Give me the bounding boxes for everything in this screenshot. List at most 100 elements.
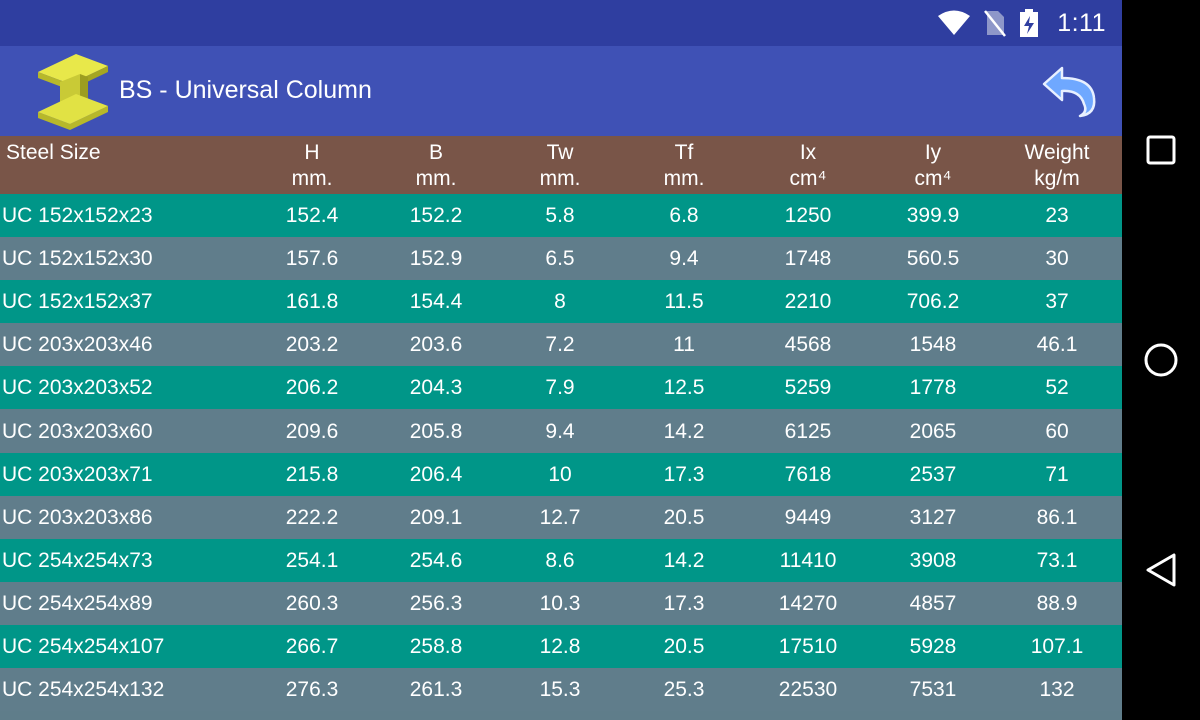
table-row[interactable]: UC 254x254x73 254.1 254.6 8.6 14.2 11410 3908 7… (0, 538, 1122, 582)
cell-h: 152.4 (285, 204, 339, 227)
cell-b: 203.6 (409, 333, 463, 357)
cell-weight: 86.1 (1036, 505, 1078, 529)
cell-b: 152.9 (409, 247, 463, 271)
cell-steel-size: UC 203x203x46 (2, 333, 153, 357)
cell-iy: 1778 (909, 376, 957, 400)
cell-tf: 12.5 (663, 376, 705, 400)
table-row[interactable]: UC 254x254x89 260.3 256.3 10.3 17.3 14270 4857… (0, 581, 1122, 625)
cell-iy: 3127 (909, 505, 957, 529)
cell-ix: 9449 (784, 505, 832, 529)
cell-iy: 560.5 (906, 247, 960, 271)
cell-tw: 8 (554, 290, 566, 314)
cell-steel-size: UC 152x152x23 (2, 204, 153, 227)
table-row[interactable]: UC 254x254x132 276.3 261.3 15.3 25.3 22530 753… (0, 668, 1122, 712)
cell-steel-size: UC 254x254x107 (2, 635, 165, 658)
wifi-icon (938, 10, 971, 35)
table-row[interactable]: UC 254x254x107 266.7 258.8 12.8 20.5 17510 592… (0, 625, 1122, 668)
cell-b: 154.4 (409, 290, 463, 314)
cell-tf: 25.3 (663, 678, 705, 702)
cell-steel-size: UC 203x203x60 (2, 419, 153, 443)
cell-h: 266.7 (285, 635, 339, 658)
cell-tf: 14.2 (663, 419, 705, 443)
no-sim-icon (984, 10, 1007, 37)
recents-button[interactable] (1141, 130, 1181, 170)
cell-ix: 2210 (784, 290, 832, 314)
cell-b: 261.3 (409, 678, 463, 702)
cell-ix: 11410 (779, 548, 837, 572)
table-row[interactable]: UC 203x203x60 209.6 205.8 9.4 14.2 6125 2065 60 (0, 409, 1122, 453)
cell-weight: 88.9 (1036, 591, 1078, 615)
cell-tf: 20.5 (663, 635, 705, 658)
cell-b: 256.3 (409, 591, 463, 615)
cell-iy: 4857 (909, 591, 957, 615)
cell-tw: 9.4 (545, 419, 575, 443)
cell-tw: 8.6 (545, 548, 575, 572)
cell-iy: 706.2 (906, 290, 960, 314)
header-tf[interactable]: Tf mm. (663, 141, 705, 190)
undo-arrow-icon[interactable] (1040, 64, 1098, 118)
table-row[interactable]: UC 203x203x52 206.2 204.3 7.9 12.5 5259 1778 52 (0, 366, 1122, 410)
header-steel-size[interactable]: Steel Size (6, 141, 101, 164)
cell-weight: 71 (1045, 462, 1069, 486)
cell-steel-size: UC 254x254x89 (2, 591, 153, 615)
cell-tw: 12.7 (539, 505, 581, 529)
cell-tw: 7.2 (545, 333, 575, 357)
cell-iy: 3908 (909, 548, 957, 572)
cell-tf: 20.5 (663, 505, 705, 529)
header-weight[interactable]: Weight kg/m (1024, 141, 1090, 190)
cell-b: 254.6 (409, 548, 463, 572)
cell-h: 209.6 (285, 419, 339, 443)
cell-h: 157.6 (285, 247, 339, 271)
recents-square-icon (1146, 135, 1176, 165)
cell-ix: 14270 (778, 591, 838, 615)
header-iy[interactable]: Iy cm⁴ (914, 141, 952, 190)
status-time: 1:11 (1057, 8, 1106, 37)
home-button[interactable] (1141, 340, 1181, 380)
cell-iy: 5928 (909, 635, 957, 658)
cell-weight: 60 (1045, 419, 1069, 443)
cell-h: 222.2 (285, 505, 339, 529)
cell-tw: 12.8 (539, 635, 581, 658)
table-row[interactable]: UC 152x152x23 152.4 152.2 5.8 6.8 1250 399.9 23 (0, 194, 1122, 237)
table-row[interactable]: UC 203x203x46 203.2 203.6 7.2 11 4568 1548 46.1 (0, 323, 1122, 367)
home-circle-icon (1144, 343, 1178, 377)
table-row[interactable]: UC 152x152x37 161.8 154.4 8 11.5 2210 706.2 37 (0, 280, 1122, 324)
cell-weight: 37 (1045, 290, 1069, 314)
cell-tw: 6.5 (545, 247, 575, 271)
cell-b: 152.2 (409, 204, 463, 227)
cell-ix: 1250 (784, 204, 832, 227)
cell-weight: 23 (1045, 204, 1069, 227)
back-nav-button[interactable] (1141, 550, 1181, 590)
cell-iy: 1548 (909, 333, 957, 357)
cell-steel-size: UC 254x254x132 (2, 678, 165, 702)
cell-b: 205.8 (409, 419, 463, 443)
cell-ix: 1748 (784, 247, 832, 271)
cell-tf: 17.3 (663, 591, 705, 615)
cell-ix: 22530 (778, 678, 838, 702)
cell-h: 215.8 (285, 462, 339, 486)
cell-weight: 107.1 (1030, 635, 1084, 658)
table-row[interactable]: UC 203x203x86 222.2 209.1 12.7 20.5 9449 3127 8… (0, 495, 1122, 539)
cell-tf: 14.2 (663, 548, 705, 572)
cell-weight: 73.1 (1036, 548, 1078, 572)
cell-b: 204.3 (409, 376, 463, 400)
table-row[interactable]: UC 152x152x30 157.6 152.9 6.5 9.4 1748 560.5 30 (0, 237, 1122, 281)
app-bar: BS - Universal Column (0, 46, 1122, 136)
cell-steel-size: UC 152x152x30 (2, 247, 153, 271)
cell-h: 260.3 (285, 591, 339, 615)
battery-charging-icon (1020, 9, 1039, 37)
header-ix[interactable]: Ix cm⁴ (789, 141, 827, 190)
cell-tf: 17.3 (663, 462, 705, 486)
cell-h: 276.3 (285, 678, 339, 702)
cell-weight: 30 (1045, 247, 1069, 271)
table-row[interactable]: UC 203x203x71 215.8 206.4 10 17.3 7618 2537 71 (0, 452, 1122, 496)
header-tw[interactable]: Tw mm. (539, 141, 581, 190)
cell-iy: 7531 (909, 678, 957, 702)
cell-b: 258.8 (409, 635, 463, 658)
cell-b: 209.1 (409, 505, 463, 529)
cell-steel-size: UC 203x203x52 (2, 376, 153, 400)
